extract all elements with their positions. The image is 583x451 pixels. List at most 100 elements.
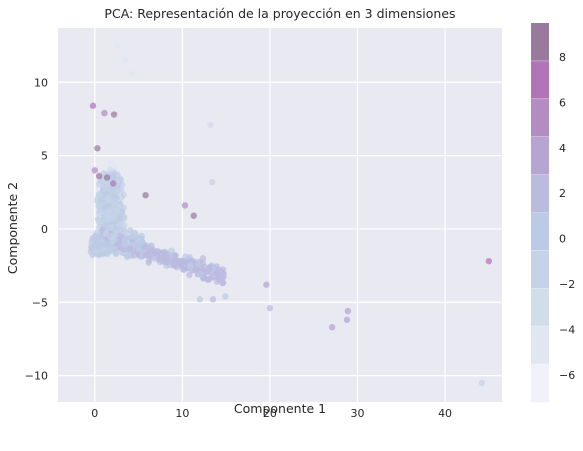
data-point xyxy=(142,192,149,199)
scatter-point xyxy=(168,247,175,254)
data-point xyxy=(101,109,108,117)
scatter-point xyxy=(205,265,213,273)
scatter-point xyxy=(102,230,109,237)
data-point xyxy=(110,111,118,118)
scatter-point xyxy=(163,253,171,261)
y-tick-label: −10 xyxy=(25,370,48,383)
data-point xyxy=(196,296,204,303)
scatter-point xyxy=(92,235,99,243)
scatter-point xyxy=(107,166,114,174)
colorbar-tick-label: −6 xyxy=(559,369,575,382)
data-point xyxy=(113,42,120,49)
x-tick-label: 10 xyxy=(175,407,189,420)
scatter-point xyxy=(116,213,124,220)
data-point xyxy=(219,269,226,277)
data-point xyxy=(128,70,135,77)
data-point xyxy=(485,258,493,265)
y-axis-label: Componente 2 xyxy=(5,182,20,274)
colorbar-tick-label: 2 xyxy=(559,187,566,200)
scatter-point xyxy=(121,239,128,247)
data-point xyxy=(266,304,274,312)
x-tick-label: 30 xyxy=(351,407,365,420)
data-point xyxy=(91,167,98,174)
colorbar-segment xyxy=(531,250,549,289)
data-point xyxy=(343,316,351,324)
scatter-point xyxy=(107,160,114,167)
scatter-point xyxy=(105,202,113,210)
scatter-point xyxy=(111,175,118,182)
scatter-point xyxy=(170,261,177,269)
colorbar-segment xyxy=(531,174,549,213)
colorbar-tick-label: 0 xyxy=(559,233,566,246)
x-tick-label: 20 xyxy=(263,407,277,420)
colorbar-segment xyxy=(531,212,549,251)
scatter-point xyxy=(195,261,202,268)
scatter-point xyxy=(127,227,134,234)
colorbar-tick-label: −4 xyxy=(559,323,575,336)
x-tick-label: 40 xyxy=(438,407,452,420)
y-tick-label: 5 xyxy=(41,150,48,163)
data-point xyxy=(207,121,214,128)
data-point xyxy=(344,307,352,315)
data-point xyxy=(208,178,216,186)
scatter-point xyxy=(128,234,135,241)
scatter-point xyxy=(102,184,110,192)
scatter-point xyxy=(148,242,155,250)
colorbar-tick-label: 8 xyxy=(559,51,566,64)
scatter-point xyxy=(117,232,124,239)
data-point xyxy=(328,324,336,331)
colorbar-tick-label: 4 xyxy=(559,142,566,155)
y-tick-label: −5 xyxy=(32,296,48,309)
scatter-point xyxy=(213,269,220,277)
data-point xyxy=(89,102,97,109)
chart-title: PCA: Representación de la proyección en … xyxy=(104,6,455,21)
scatter-point xyxy=(98,234,105,241)
scatter-point xyxy=(109,237,117,245)
scatter-point xyxy=(186,271,193,279)
data-point xyxy=(95,172,103,180)
colorbar-segment xyxy=(531,60,549,100)
colorbar xyxy=(531,23,549,403)
data-point xyxy=(109,180,117,187)
data-point xyxy=(190,212,197,219)
scatter-point xyxy=(138,239,146,246)
data-point xyxy=(263,281,270,288)
scatter-point xyxy=(135,246,143,253)
scatter-point xyxy=(206,275,213,282)
scatter-point xyxy=(108,207,115,214)
colorbar-segment xyxy=(531,136,549,175)
y-tick-label: 10 xyxy=(34,76,48,89)
data-point xyxy=(209,296,217,303)
scatter-point xyxy=(110,193,118,200)
scatter-point xyxy=(89,251,96,259)
colorbar-tick-label: 6 xyxy=(559,96,566,109)
scatter-point xyxy=(178,257,185,265)
scatter-point xyxy=(199,265,206,273)
data-point xyxy=(478,379,486,387)
y-tick-label: 0 xyxy=(41,223,48,236)
colorbar-tick-label: −2 xyxy=(559,278,575,291)
scatter-point xyxy=(187,262,194,269)
scatter-point xyxy=(182,253,189,260)
colorbar-segment xyxy=(531,98,549,138)
colorbar-segment xyxy=(531,288,549,327)
x-tick-label: 0 xyxy=(91,407,98,420)
scatter-point xyxy=(192,266,200,273)
scatter-point xyxy=(114,205,121,213)
colorbar-segment xyxy=(531,326,549,365)
data-point xyxy=(181,202,189,209)
data-point xyxy=(222,293,229,300)
x-axis-label: Componente 1 xyxy=(234,401,326,416)
plot-area xyxy=(58,28,502,402)
colorbar-segment xyxy=(531,364,549,403)
scatter-point xyxy=(199,255,207,262)
scatter-point xyxy=(111,164,119,171)
data-point xyxy=(103,174,111,181)
scatter-point xyxy=(197,270,204,278)
scatter-point xyxy=(98,241,106,249)
colorbar-segment xyxy=(531,23,549,62)
data-point xyxy=(94,145,101,152)
scatter-point xyxy=(125,245,132,253)
